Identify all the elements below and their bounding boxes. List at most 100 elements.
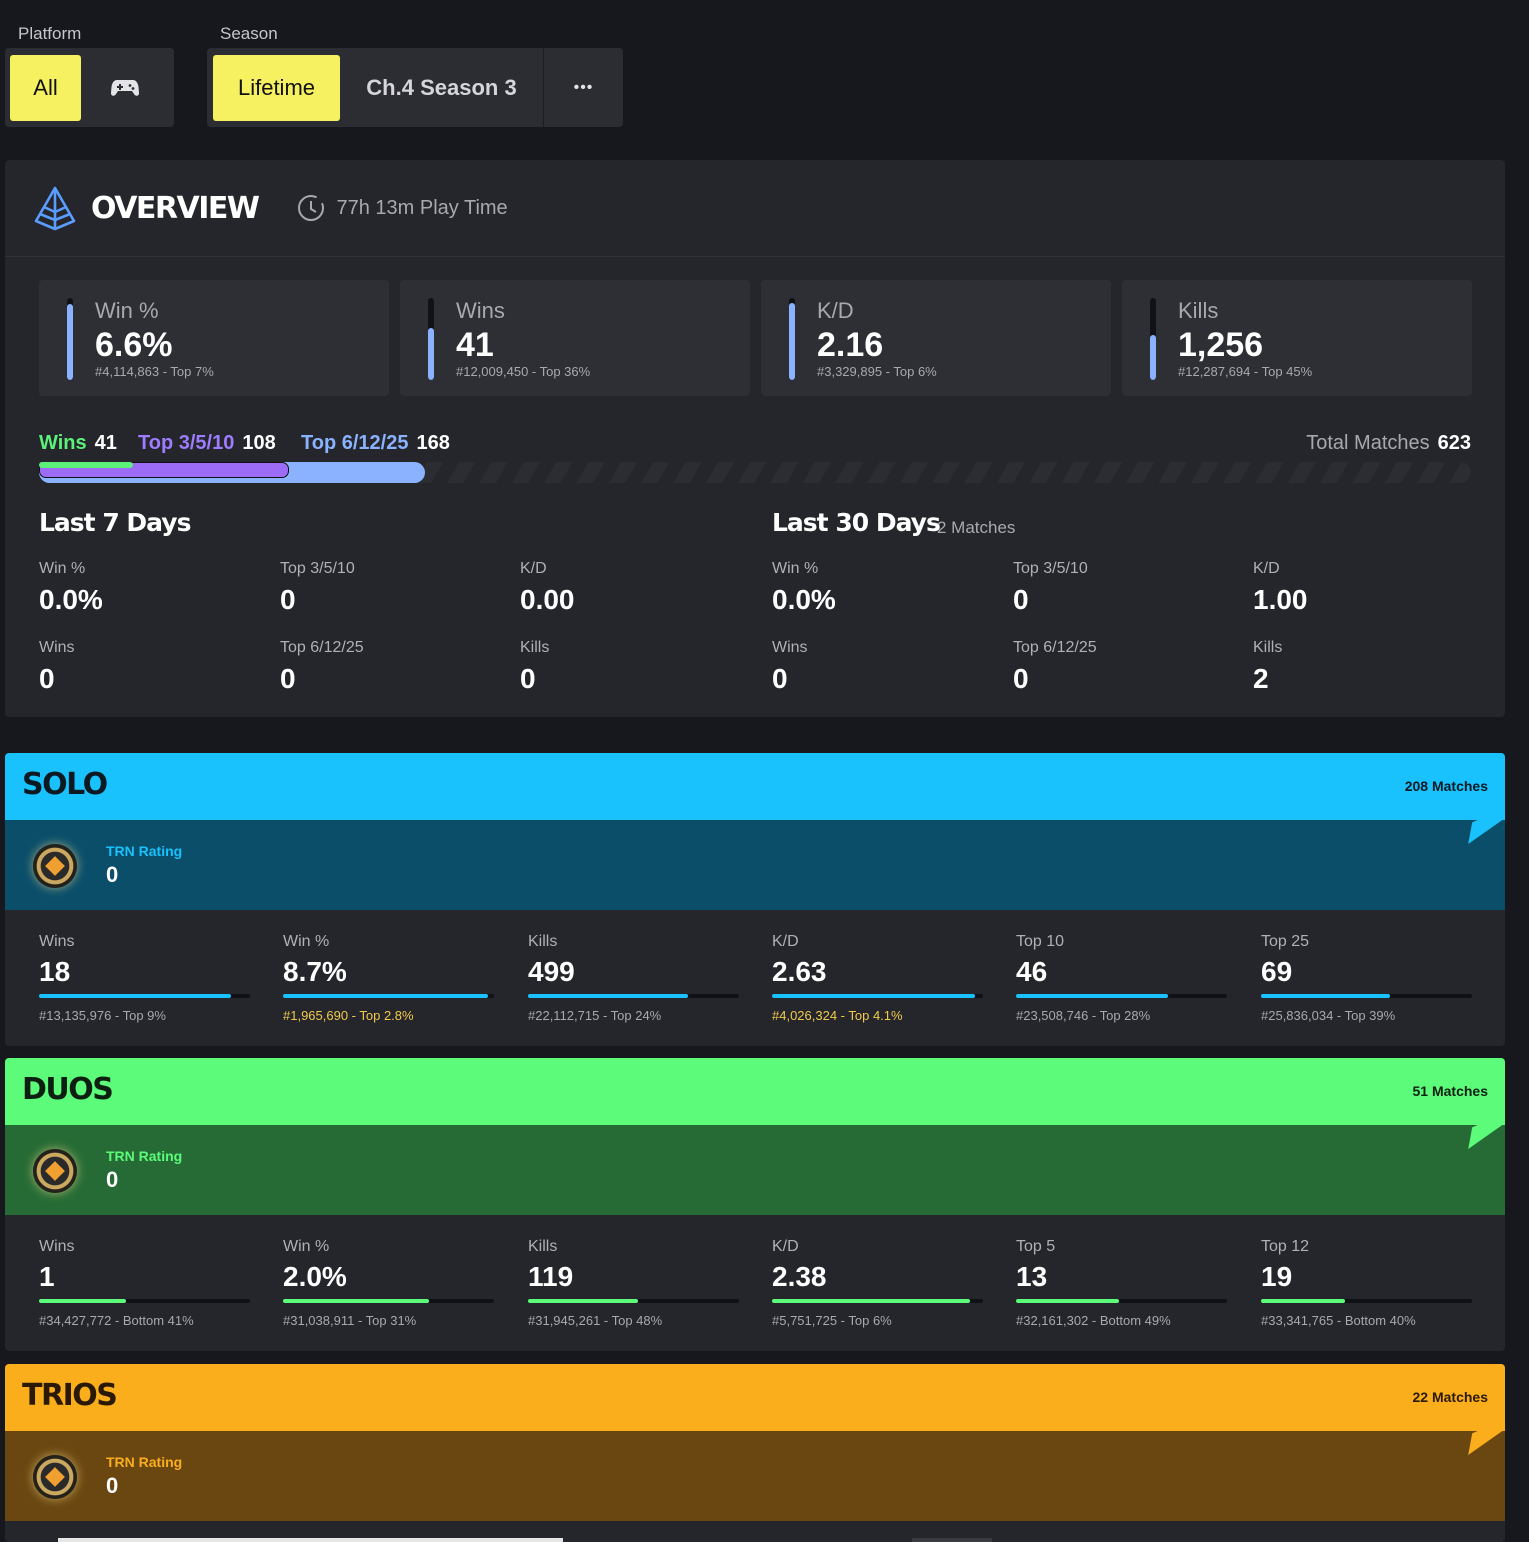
trn-rating-label: TRN Rating [106,1454,183,1470]
gamepad-icon [111,79,139,96]
stat-card-bar [428,298,434,380]
solo-stat: Kills 499 #22,112,715 - Top 24% [528,933,739,1023]
last7-stat: Top 6/12/25 0 [280,639,364,694]
duos-stat: Top 5 13 #32,161,302 - Bottom 49% [1016,1238,1227,1328]
horizontal-scrollbar-thumb[interactable] [58,1538,563,1542]
platform-controller-button[interactable] [81,55,169,121]
season-label: Season [220,24,278,43]
placement-top6: Top 6/12/25 168 [301,432,450,455]
trios-header[interactable]: TRIOS 22 Matches [5,1364,1505,1431]
overview-panel: OVERVIEW 77h 13m Play Time Win % 6.6% #4… [5,160,1505,717]
stat-card-bar [1150,298,1156,380]
stat-card-value: 2.16 [817,326,884,364]
placement-top6-label: Top 6/12/25 [301,432,409,454]
solo-rating-band: TRN Rating 0 [5,808,1505,910]
placement-bar-wins [39,462,134,468]
placement-progress-bar [39,462,1471,483]
last7-stat: Wins 0 [39,639,75,694]
trios-title: TRIOS [22,1378,118,1413]
last7-stat: K/D 0.00 [520,560,575,615]
last30-stat: Top 6/12/25 0 [1013,639,1097,694]
solo-section: SOLO 208 Matches TRN Rating 0 Wins 18 #13,… [5,753,1505,1046]
scrollbar-track-marker [912,1538,992,1542]
season-more-button[interactable]: ••• [573,78,594,96]
stat-card-rank: #12,009,450 - Top 36% [456,364,591,379]
trios-section: TRIOS 22 Matches TRN Rating 0 [5,1364,1505,1542]
solo-title: SOLO [22,767,108,802]
stat-card-rank: #12,287,694 - Top 45% [1178,364,1313,379]
stat-card-kd: K/D 2.16 #3,329,895 - Top 6% [761,280,1111,396]
stat-card-label: Win % [95,298,159,323]
last30-stat: K/D 1.00 [1253,560,1308,615]
last7-stat: Kills 0 [520,639,550,694]
season-lifetime-button[interactable]: Lifetime [213,54,340,121]
last7-stat: Win % 0.0% [39,560,103,615]
placement-top3-value: 108 [242,432,276,454]
last-7-days-title: Last 7 Days [39,508,191,537]
stat-card-wins: Wins 41 #12,009,450 - Top 36% [400,280,750,396]
stat-card-bar [67,298,73,380]
trn-rating-value: 0 [106,1473,119,1498]
stat-card-bar [789,298,795,380]
platform-label: Platform [18,24,82,43]
trios-matches: 22 Matches [1412,1389,1488,1405]
duos-header[interactable]: DUOS 51 Matches [5,1058,1505,1125]
duos-stat: Win % 2.0% #31,038,911 - Top 31% [283,1238,494,1328]
stat-card-label: K/D [817,298,854,323]
stat-card-label: Kills [1178,298,1219,323]
duos-title: DUOS [22,1072,114,1107]
total-matches: Total Matches 623 [1306,432,1471,455]
placement-wins-label: Wins [39,432,87,454]
clock-icon [298,195,325,221]
last-30-days-title: Last 30 Days [772,508,941,537]
solo-stat: Top 10 46 #23,508,746 - Top 28% [1016,933,1227,1023]
placement-top6-value: 168 [416,432,450,454]
stat-card-value: 6.6% [95,326,173,364]
stat-card-kills: Kills 1,256 #12,287,694 - Top 45% [1122,280,1472,396]
stat-card-value: 41 [456,326,494,364]
platform-all-button[interactable]: All [10,54,81,121]
solo-matches: 208 Matches [1404,778,1488,794]
duos-stat: Kills 119 #31,945,261 - Top 48% [528,1238,739,1328]
solo-header[interactable]: SOLO 208 Matches [5,753,1505,820]
placement-top3-label: Top 3/5/10 [138,432,235,454]
last7-stat: Top 3/5/10 0 [280,560,355,615]
stat-card-label: Wins [456,298,505,323]
trn-rank-icon [33,844,77,888]
last30-stat: Kills 2 [1253,639,1283,694]
pyramid-icon [34,186,76,231]
last30-stat: Wins 0 [772,639,808,694]
placement-wins-value: 41 [94,432,117,454]
duos-rating-band: TRN Rating 0 [5,1113,1505,1215]
platform-selector: All [5,48,174,127]
stat-card-rank: #4,114,863 - Top 7% [95,364,214,379]
duos-stat: K/D 2.38 #5,751,725 - Top 6% [772,1238,983,1328]
duos-stat: Top 12 19 #33,341,765 - Bottom 40% [1261,1238,1472,1328]
play-time: 77h 13m Play Time [336,196,508,219]
season-current-button[interactable]: Ch.4 Season 3 [366,74,517,100]
stat-card-win-pct: Win % 6.6% #4,114,863 - Top 7% [39,280,389,396]
trn-rank-icon [33,1455,77,1499]
stat-card-value: 1,256 [1178,326,1264,364]
solo-stat: Wins 18 #13,135,976 - Top 9% [39,933,250,1023]
total-matches-value: 623 [1437,432,1471,454]
overview-header: OVERVIEW 77h 13m Play Time [5,160,1505,257]
season-selector: Lifetime Ch.4 Season 3 ••• [207,48,623,127]
trn-rating-value: 0 [106,1167,119,1192]
stat-card-rank: #3,329,895 - Top 6% [817,364,937,379]
trn-rating-label: TRN Rating [106,1148,183,1164]
solo-stat: Top 25 69 #25,836,034 - Top 39% [1261,933,1472,1023]
trn-rating-label: TRN Rating [106,843,183,859]
duos-section: DUOS 51 Matches TRN Rating 0 Wins 1 #34,42… [5,1058,1505,1351]
last-30-days-matches: 2 Matches [937,518,1016,537]
solo-stat: Win % 8.7% #1,965,690 - Top 2.8% [283,933,494,1023]
total-matches-label: Total Matches [1306,432,1430,454]
placement-top3: Top 3/5/10 108 [138,432,276,455]
overview-title: OVERVIEW [91,190,260,226]
duos-matches: 51 Matches [1412,1083,1488,1099]
solo-stat: K/D 2.63 #4,026,324 - Top 4.1% [772,933,983,1023]
last30-stat: Win % 0.0% [772,560,836,615]
last30-stat: Top 3/5/10 0 [1013,560,1088,615]
duos-stat: Wins 1 #34,427,772 - Bottom 41% [39,1238,250,1328]
trn-rating-value: 0 [106,862,119,887]
